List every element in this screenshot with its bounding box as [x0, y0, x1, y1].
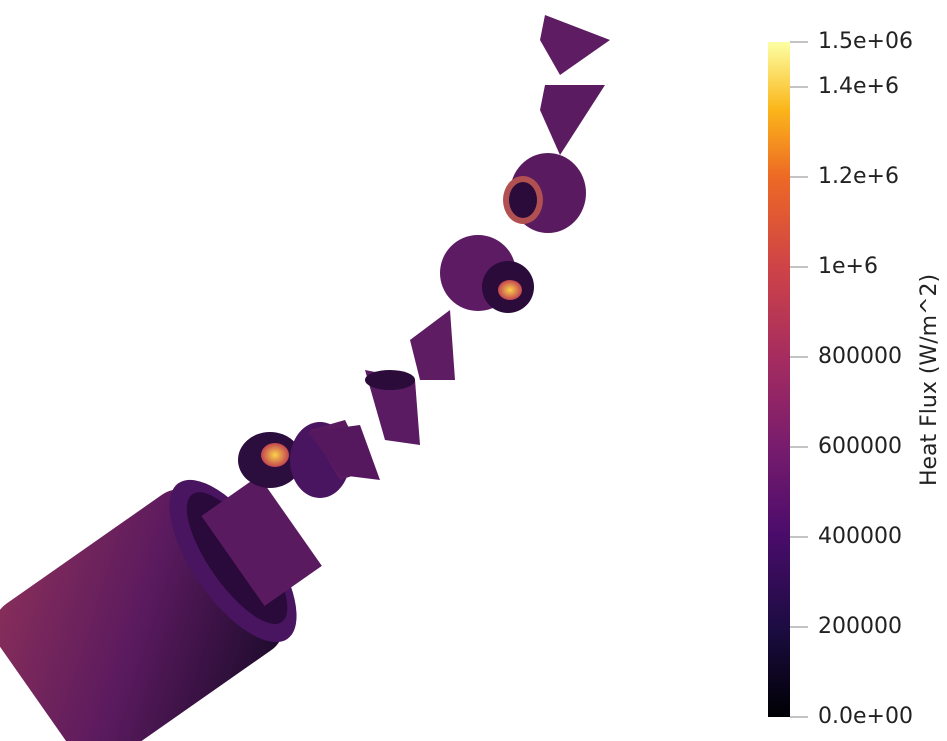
tick-label: 800000: [818, 344, 902, 369]
tick-label: 600000: [818, 434, 902, 459]
tick-label: 1.2e+6: [818, 164, 899, 189]
render-view: Heat Flux (W/m^2) 0.0e+00 200000 400000 600…: [0, 0, 947, 741]
color-bar-title: Heat Flux (W/m^2): [917, 274, 942, 486]
tick-label: 1.4e+6: [818, 74, 899, 99]
geometry: [0, 15, 610, 741]
tick-label: 400000: [818, 524, 902, 549]
tick-label: 200000: [818, 614, 902, 639]
color-bar: [768, 42, 790, 717]
tick-label: 0.0e+00: [818, 704, 913, 729]
tick-label: 1.5e+06: [818, 29, 913, 54]
viewport: Heat Flux (W/m^2) 0.0e+00 200000 400000 600…: [0, 0, 947, 741]
tick-label: 1e+6: [818, 254, 878, 279]
